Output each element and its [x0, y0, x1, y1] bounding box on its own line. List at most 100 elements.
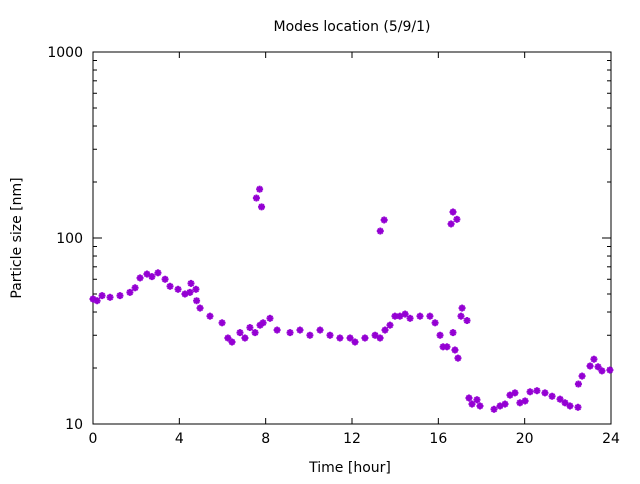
data-point	[376, 227, 384, 235]
data-point	[476, 402, 484, 410]
data-point	[131, 284, 139, 292]
plot-frame	[92, 51, 612, 425]
y-axis-label: Particle size [nm]	[9, 177, 25, 298]
data-point	[241, 334, 249, 342]
data-point	[93, 297, 101, 305]
data-point	[449, 208, 457, 216]
data-point	[266, 314, 274, 322]
data-point	[449, 329, 457, 337]
data-point	[453, 215, 461, 223]
data-point	[326, 331, 334, 339]
data-point	[521, 397, 529, 405]
data-point	[316, 326, 324, 334]
data-point	[224, 334, 232, 342]
data-point	[126, 288, 134, 296]
data-point	[106, 293, 114, 301]
data-point	[186, 288, 194, 296]
data-point	[336, 334, 344, 342]
data-point	[426, 312, 434, 320]
x-axis-label: Time [hour]	[308, 460, 391, 476]
data-point	[196, 304, 204, 312]
data-point	[236, 329, 244, 337]
x-tick-label: 20	[516, 431, 534, 447]
data-point	[98, 292, 106, 300]
x-tick-labels: 0 4 8 12 16 20 24	[89, 431, 620, 447]
data-point	[556, 395, 564, 403]
data-point	[406, 314, 414, 322]
data-point	[286, 329, 294, 337]
data-point	[376, 334, 384, 342]
data-point	[351, 338, 359, 346]
data-point	[431, 319, 439, 327]
data-point	[206, 312, 214, 320]
x-tick-label: 0	[89, 431, 98, 447]
data-point	[256, 185, 264, 193]
data-point	[511, 389, 519, 397]
data-point	[526, 388, 534, 396]
data-point	[218, 319, 226, 327]
data-point	[306, 331, 314, 339]
data-point	[371, 331, 379, 339]
x-tick-label: 24	[602, 431, 620, 447]
data-point	[346, 334, 354, 342]
data-point	[586, 362, 594, 370]
data-point	[193, 297, 201, 305]
data-point	[296, 326, 304, 334]
data-point	[598, 367, 606, 375]
data-point	[246, 324, 254, 332]
data-point	[436, 331, 444, 339]
data-point	[451, 346, 459, 354]
y-tick-labels: 10 100 1000	[47, 45, 83, 433]
data-point	[161, 275, 169, 283]
data-point	[386, 321, 394, 329]
x-tick-label: 8	[261, 431, 270, 447]
data-point	[501, 400, 509, 408]
y-tick-label: 100	[56, 231, 83, 247]
data-point	[228, 338, 236, 346]
data-point	[574, 403, 582, 411]
x-tick-label: 4	[175, 431, 184, 447]
data-point	[548, 392, 556, 400]
data-point	[401, 310, 409, 318]
data-point	[192, 285, 200, 293]
data-point	[187, 279, 195, 287]
data-point	[259, 319, 267, 327]
data-point	[465, 394, 473, 402]
data-point	[154, 269, 162, 277]
data-point	[273, 326, 281, 334]
x-tick-label: 12	[343, 431, 361, 447]
data-point	[590, 355, 598, 363]
data-point	[561, 399, 569, 407]
data-point	[468, 400, 476, 408]
data-point	[574, 380, 582, 388]
data-point	[463, 317, 471, 325]
data-point	[447, 220, 455, 228]
y-tick-label: 10	[65, 417, 83, 433]
x-tick-label: 16	[429, 431, 447, 447]
data-point	[136, 274, 144, 282]
data-point	[252, 194, 260, 202]
data-point	[380, 216, 388, 224]
data-point	[361, 334, 369, 342]
data-point	[454, 354, 462, 362]
data-point	[166, 282, 174, 290]
y-tick-label: 1000	[47, 45, 83, 61]
data-point	[251, 329, 259, 337]
data-point	[606, 366, 614, 374]
data-point	[416, 312, 424, 320]
data-point	[174, 285, 182, 293]
data-point	[458, 304, 466, 312]
data-point	[148, 273, 156, 281]
data-point	[473, 396, 481, 404]
data-point	[541, 389, 549, 397]
data-point	[578, 372, 586, 380]
data-point	[496, 402, 504, 410]
chart-title: Modes location (5/9/1)	[274, 19, 431, 35]
axis-ticks	[92, 51, 612, 425]
data-point	[116, 292, 124, 300]
data-point	[258, 203, 266, 211]
data-point	[490, 405, 498, 413]
data-point	[443, 343, 451, 351]
data-point	[396, 312, 404, 320]
